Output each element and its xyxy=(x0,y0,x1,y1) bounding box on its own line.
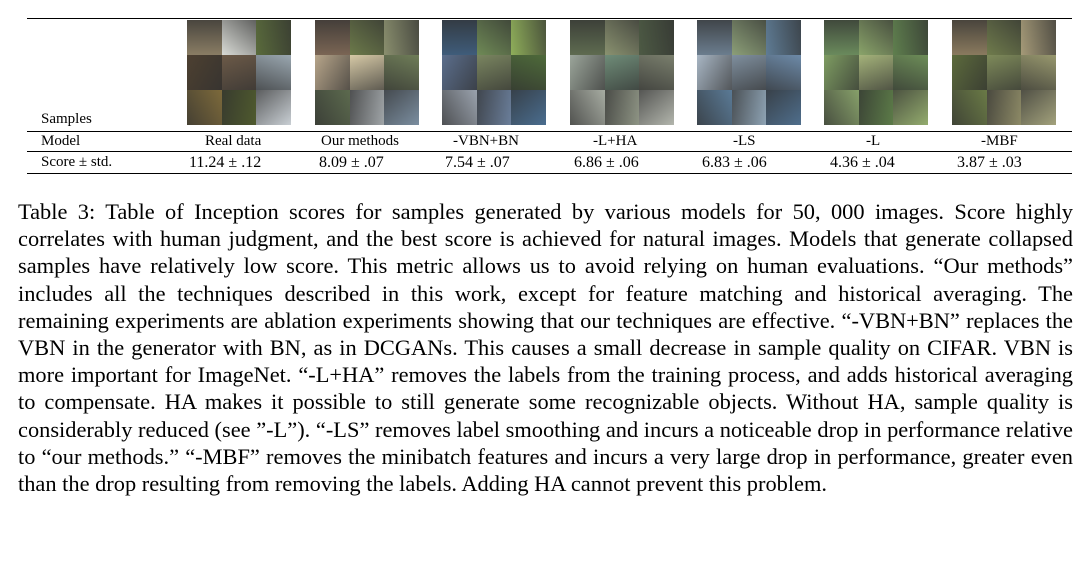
sample-grid-3 xyxy=(570,20,674,125)
sample-tile xyxy=(824,55,859,90)
score-l: 4.36 ± .04 xyxy=(830,154,895,171)
sample-tile xyxy=(986,20,1022,55)
sample-tile xyxy=(858,55,894,90)
sample-tile xyxy=(893,20,928,55)
sample-grid-2 xyxy=(442,20,546,125)
sample-tile xyxy=(221,20,257,55)
sample-tile xyxy=(384,55,419,90)
sample-tile xyxy=(187,90,222,125)
table-top-rule xyxy=(27,18,1072,19)
sample-tile xyxy=(315,20,350,55)
model-row: Model Real data Our methods -VBN+BN -L+H… xyxy=(27,133,1072,153)
sample-tile xyxy=(986,90,1022,125)
sample-tile xyxy=(697,90,732,125)
score-ls: 6.83 ± .06 xyxy=(702,154,767,171)
sample-tile xyxy=(986,55,1022,90)
sample-tile xyxy=(442,20,477,55)
score-vbn-bn: 7.54 ± .07 xyxy=(445,154,510,171)
sample-grid-6 xyxy=(952,20,1056,125)
score-mbf: 3.87 ± .03 xyxy=(957,154,1022,171)
sample-tile xyxy=(476,90,512,125)
sample-tile xyxy=(893,55,928,90)
sample-tile xyxy=(893,90,928,125)
sample-tile xyxy=(511,20,546,55)
sample-tile xyxy=(604,90,640,125)
table-rule-1 xyxy=(27,131,1072,132)
score-row: Score ± std. 11.24 ± .12 8.09 ± .07 7.54… xyxy=(27,154,1072,174)
model-row-label: Model xyxy=(41,133,81,149)
sample-tile xyxy=(349,55,385,90)
sample-tile xyxy=(731,55,767,90)
sample-tile xyxy=(858,20,894,55)
sample-tile xyxy=(858,90,894,125)
sample-tile xyxy=(511,90,546,125)
sample-tile xyxy=(256,90,291,125)
model-real-data: Real data xyxy=(205,133,262,149)
sample-grid-5 xyxy=(824,20,928,125)
sample-tile xyxy=(731,90,767,125)
sample-tile xyxy=(639,55,674,90)
sample-tile xyxy=(570,20,605,55)
sample-tile xyxy=(697,20,732,55)
sample-tile xyxy=(1021,90,1056,125)
sample-tile xyxy=(349,20,385,55)
sample-tile xyxy=(256,55,291,90)
sample-tile xyxy=(766,20,801,55)
table-caption: Table 3: Table of Inception scores for s… xyxy=(18,199,1073,497)
sample-tile xyxy=(604,20,640,55)
sample-tile xyxy=(952,20,987,55)
model-ls: -LS xyxy=(733,133,756,149)
model-l: -L xyxy=(866,133,881,149)
sample-tile xyxy=(570,90,605,125)
sample-tile xyxy=(442,90,477,125)
sample-grid-0 xyxy=(187,20,291,125)
sample-tile xyxy=(952,55,987,90)
score-row-label: Score ± std. xyxy=(41,154,113,170)
sample-tile xyxy=(604,55,640,90)
score-l-ha: 6.86 ± .06 xyxy=(574,154,639,171)
model-mbf: -MBF xyxy=(981,133,1018,149)
table-bottom-rule xyxy=(27,173,1072,174)
sample-tile xyxy=(697,55,732,90)
sample-tile xyxy=(766,55,801,90)
sample-tile xyxy=(221,90,257,125)
sample-tile xyxy=(221,55,257,90)
sample-tile xyxy=(315,55,350,90)
sample-tile xyxy=(476,20,512,55)
samples-row-label: Samples xyxy=(41,111,92,127)
model-our-methods: Our methods xyxy=(321,133,399,149)
sample-tile xyxy=(731,20,767,55)
sample-tile xyxy=(824,20,859,55)
sample-tile xyxy=(1021,55,1056,90)
sample-tile xyxy=(511,55,546,90)
sample-tile xyxy=(349,90,385,125)
sample-tile xyxy=(187,20,222,55)
table-rule-2 xyxy=(27,151,1072,152)
sample-tile xyxy=(824,90,859,125)
sample-tile xyxy=(384,20,419,55)
sample-tile xyxy=(766,90,801,125)
model-l-ha: -L+HA xyxy=(593,133,638,149)
samples-row: Samples xyxy=(27,111,1072,131)
sample-tile xyxy=(384,90,419,125)
sample-grid-4 xyxy=(697,20,801,125)
sample-tile xyxy=(476,55,512,90)
score-real-data: 11.24 ± .12 xyxy=(189,154,262,171)
score-our-methods: 8.09 ± .07 xyxy=(319,154,384,171)
sample-tile xyxy=(570,55,605,90)
sample-tile xyxy=(639,90,674,125)
sample-grid-1 xyxy=(315,20,419,125)
sample-tile xyxy=(442,55,477,90)
sample-tile xyxy=(315,90,350,125)
sample-tile xyxy=(952,90,987,125)
sample-tile xyxy=(1021,20,1056,55)
sample-tile xyxy=(187,55,222,90)
sample-tile xyxy=(639,20,674,55)
model-vbn-bn: -VBN+BN xyxy=(453,133,519,149)
sample-tile xyxy=(256,20,291,55)
